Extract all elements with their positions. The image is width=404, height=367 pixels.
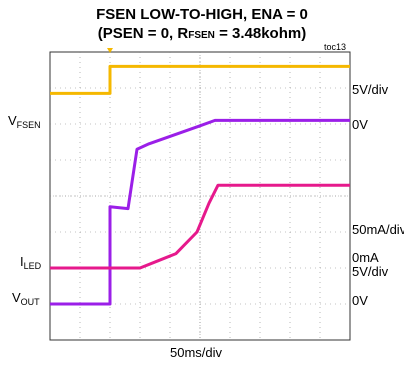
chart-title-line1: FSEN LOW-TO-HIGH, ENA = 0 <box>96 6 308 23</box>
iled-scale: 50mA/div <box>352 222 404 237</box>
title-line2-end: = 3.48kohm) <box>214 25 307 42</box>
vfsen-trace <box>50 64 350 95</box>
vout-zero: 0V <box>352 293 368 308</box>
vfsen-label-main: V <box>8 113 17 128</box>
title-line2-start: (PSEN = 0, R <box>97 25 189 42</box>
iled-label-main: I <box>20 254 24 269</box>
title-line2-sub: FSEN <box>188 30 215 41</box>
vout-label-main: V <box>12 290 21 305</box>
vfsen-scale: 5V/div <box>352 82 389 97</box>
trigger-marker <box>107 48 113 53</box>
vout-scale: 5V/div <box>352 264 389 279</box>
vfsen-zero: 0V <box>352 117 368 132</box>
iled-label: ILED <box>20 254 41 271</box>
vout-label: VOUT <box>12 290 40 307</box>
chart-title-line2: (PSEN = 0, RFSEN = 3.48kohm) <box>0 25 404 42</box>
vout-trace <box>50 118 350 306</box>
vout-label-sub: OUT <box>20 297 40 307</box>
iled-zero: 0mA <box>352 250 379 265</box>
time-scale-label: 50ms/div <box>170 345 223 360</box>
iled-trace <box>50 183 350 270</box>
iled-label-sub: LED <box>23 261 42 271</box>
vfsen-label: VFSEN <box>8 113 41 130</box>
figure-tag: toc13 <box>324 42 347 52</box>
vfsen-label-sub: FSEN <box>16 120 41 130</box>
